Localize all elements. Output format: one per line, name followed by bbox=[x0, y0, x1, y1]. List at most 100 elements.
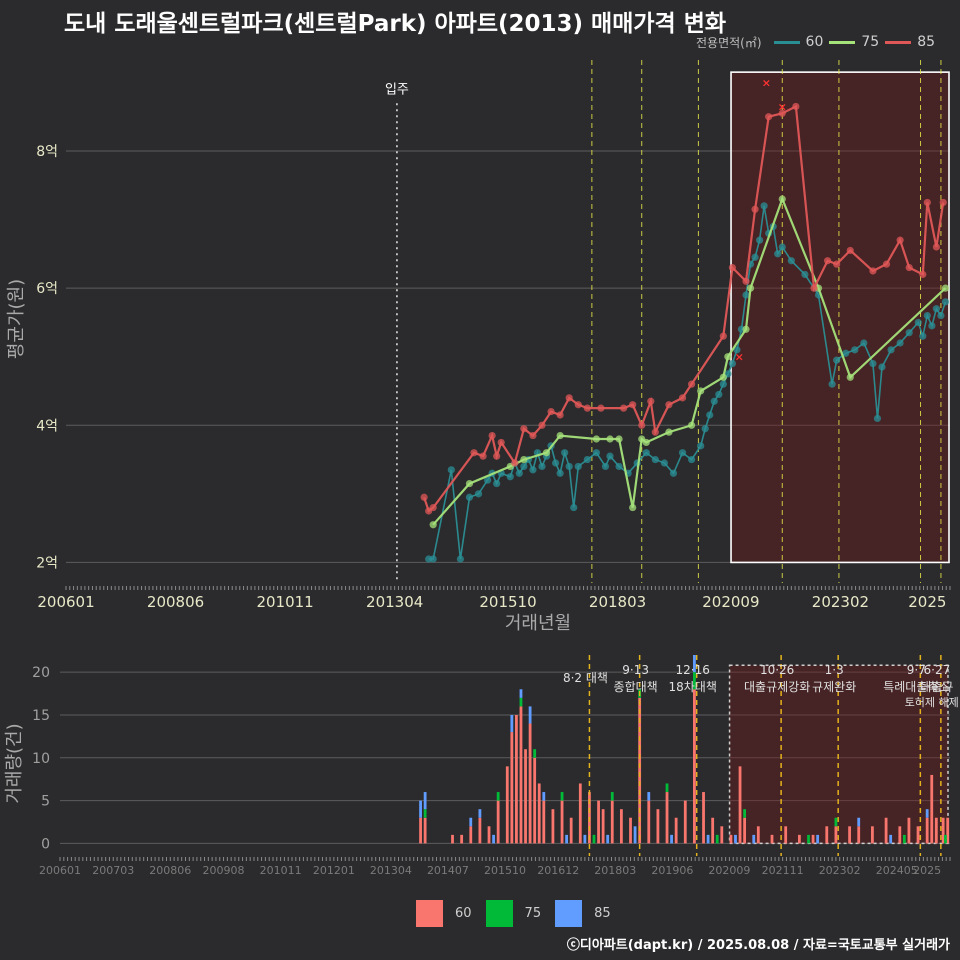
bar-x-tick-label-0: 200601 bbox=[39, 864, 81, 877]
bar-85-13 bbox=[647, 792, 651, 801]
bar-60-40 bbox=[756, 826, 760, 844]
bar-legend-box-75 bbox=[485, 900, 513, 927]
bar-60-22 bbox=[597, 800, 600, 844]
bar-60-56 bbox=[934, 817, 938, 844]
bar-60-20 bbox=[578, 783, 582, 844]
bar-x-tick-label-1: 200703 bbox=[92, 864, 134, 877]
bar-60-2 bbox=[451, 834, 454, 844]
bar-85-21 bbox=[889, 834, 893, 844]
policy-label2-2: 18차대책 bbox=[668, 679, 716, 694]
bar-x-tick-label-10: 201803 bbox=[594, 864, 636, 877]
page-title: 도내 도래울센트럴파크(센트럴Park) 아파트(2013) 매매가격 변화 bbox=[64, 11, 727, 37]
bar-85-7 bbox=[528, 706, 532, 724]
series-75-line bbox=[432, 195, 947, 526]
bar-85-8 bbox=[542, 792, 546, 801]
x-tick-label-5: 201803 bbox=[589, 593, 646, 611]
legend-item-85: 85 bbox=[885, 34, 935, 50]
bar-60-44 bbox=[811, 834, 815, 844]
legend-title: 전용면적(㎡) bbox=[696, 35, 762, 50]
bar-60-26 bbox=[629, 817, 632, 844]
bar-85-22 bbox=[925, 809, 929, 818]
bar-y-tick-label-1: 5 bbox=[41, 794, 50, 810]
bar-60-43 bbox=[797, 834, 801, 844]
bar-60-12 bbox=[524, 749, 527, 844]
policy-label2-6: 대출규 bbox=[920, 680, 953, 694]
bar-60-53 bbox=[916, 826, 920, 844]
policy-label-5: 9·7 bbox=[907, 663, 926, 677]
legend-label-60: 60 bbox=[805, 34, 824, 50]
bar-85-16 bbox=[706, 834, 710, 844]
policy-label2-4: 규제완화 bbox=[812, 680, 856, 694]
legend-item-60: 60 bbox=[773, 34, 824, 50]
x-tick-label-7: 202302 bbox=[812, 593, 869, 611]
bar-85-2 bbox=[469, 817, 473, 827]
bar-60-4 bbox=[469, 826, 473, 844]
bar-75-10 bbox=[715, 834, 719, 844]
x-axis-label: 거래년월 bbox=[505, 613, 571, 634]
bar-85-0 bbox=[419, 800, 422, 818]
bar-60-37 bbox=[729, 834, 733, 844]
bar-75-9 bbox=[693, 672, 696, 690]
bar-60-48 bbox=[857, 826, 861, 844]
bar-75-3 bbox=[533, 749, 537, 758]
bar-85-14 bbox=[670, 834, 673, 844]
y-tick-label-1: 4억 bbox=[36, 418, 58, 434]
bar-60-57 bbox=[941, 817, 945, 844]
bar-60-17 bbox=[551, 809, 555, 844]
bar-x-tick-label-13: 202111 bbox=[762, 864, 804, 877]
legend-swatch-75 bbox=[829, 40, 856, 44]
bar-75-15 bbox=[944, 834, 947, 844]
source-credit: ⓒ디아파트(dapt.kr) / 2025.08.08 / 자료=국토교통부 실… bbox=[566, 938, 950, 953]
bar-85-17 bbox=[734, 834, 737, 844]
bar-60-28 bbox=[647, 800, 651, 844]
bar-60-18 bbox=[560, 800, 564, 844]
policy-label-1: 9·13 bbox=[622, 663, 649, 677]
outlier-mark-0: × bbox=[735, 351, 744, 364]
x-tick-label-3: 201304 bbox=[366, 593, 423, 611]
bar-85-10 bbox=[583, 834, 587, 844]
bar-y-tick-label-0: 0 bbox=[41, 836, 50, 852]
bar-75-14 bbox=[902, 834, 906, 844]
bar-60-5 bbox=[478, 817, 482, 844]
bar-60-58 bbox=[946, 817, 950, 844]
bar-85-15 bbox=[693, 655, 696, 673]
bar-60-49 bbox=[871, 826, 874, 844]
bar-x-tick-label-6: 201304 bbox=[370, 864, 412, 877]
bar-y-tick-label-4: 20 bbox=[32, 665, 50, 681]
bar-75-5 bbox=[592, 834, 596, 844]
bar-60-19 bbox=[569, 817, 573, 844]
y-tick-label-3: 8억 bbox=[36, 144, 58, 160]
series-85-line bbox=[423, 104, 945, 513]
bar-x-tick-label-15: 202405 bbox=[876, 864, 918, 877]
bar-75-6 bbox=[610, 792, 614, 801]
bar-85-4 bbox=[492, 834, 495, 844]
bar-75-12 bbox=[807, 834, 810, 844]
bar-60-35 bbox=[711, 817, 715, 844]
policy-label-4: 1·3 bbox=[825, 663, 844, 677]
x-tick-label-6: 202009 bbox=[702, 593, 759, 611]
bar-75-0 bbox=[423, 809, 427, 818]
price-chart: 2억 4억 6억 8억 입주 200601 200806 201011 201304 201510… bbox=[6, 60, 951, 634]
bar-60-51 bbox=[898, 826, 902, 844]
bar-x-tick-label-7: 201407 bbox=[427, 864, 469, 877]
y-tick-label-2: 6억 bbox=[36, 281, 58, 297]
bar-75-8 bbox=[665, 783, 669, 793]
legend-label-85: 85 bbox=[917, 34, 936, 50]
bar-60-15 bbox=[537, 783, 541, 844]
bar-x-tick-label-11: 201906 bbox=[651, 864, 693, 877]
annotation-label-0: 입주 bbox=[385, 82, 409, 97]
bar-x-tick-label-16: 2025 bbox=[913, 864, 941, 877]
bar-x-tick-label-12: 202009 bbox=[708, 864, 750, 877]
bar-legend-item-85: 85 bbox=[555, 900, 611, 927]
highlight-box bbox=[730, 71, 950, 564]
bar-75-13 bbox=[834, 817, 838, 827]
bar-60-31 bbox=[674, 817, 678, 844]
policy-label2-5: 특례대출축소 bbox=[883, 680, 949, 694]
legend-bottom: 60 75 85 bbox=[416, 900, 625, 927]
bar-60-36 bbox=[720, 826, 724, 844]
policy-extra-label: 토허제 해제 bbox=[905, 695, 959, 709]
bar-85-19 bbox=[816, 834, 820, 844]
bar-x-tick-label-14: 202302 bbox=[819, 864, 861, 877]
bar-legend-box-85 bbox=[555, 900, 583, 927]
